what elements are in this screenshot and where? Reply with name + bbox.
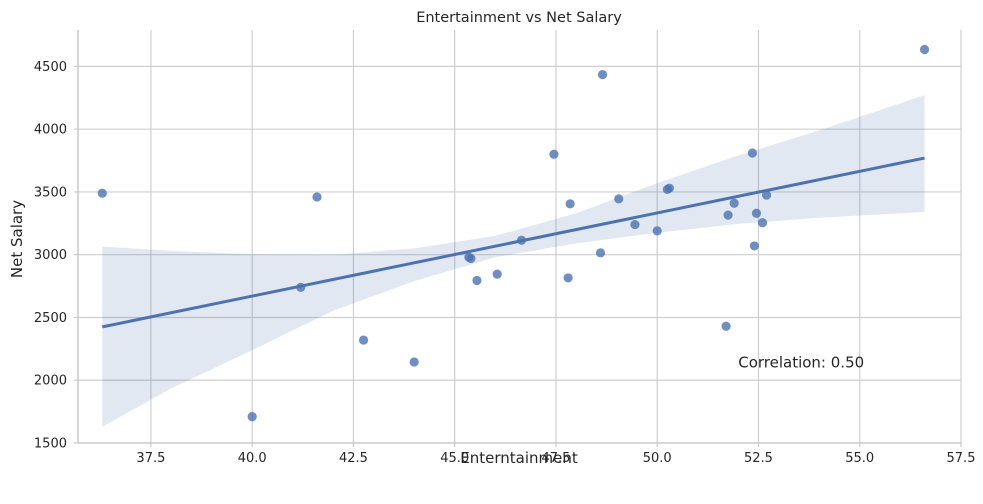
- y-tick-label: 1500: [34, 437, 67, 452]
- x-tick-label: 42.5: [339, 451, 368, 466]
- x-tick-label: 40.0: [238, 451, 267, 466]
- data-point: [597, 69, 608, 80]
- x-axis-title: Enterntainment: [460, 449, 578, 467]
- y-tick-label: 2000: [34, 374, 67, 389]
- data-point: [358, 335, 369, 345]
- data-point: [312, 192, 322, 202]
- data-point: [492, 269, 502, 279]
- data-point: [723, 210, 733, 220]
- data-point: [466, 253, 476, 264]
- data-point: [729, 198, 739, 208]
- axis-layer: 37.5 40.0 42.5 45.0 47.5 50.0 52.5 55.0 57.5 1500…: [34, 30, 976, 466]
- data-point: [749, 241, 760, 251]
- y-axis-title: Net Salary: [8, 200, 26, 278]
- data-point: [97, 188, 107, 198]
- data-point: [751, 208, 762, 218]
- correlation-annotation: Correlation: 0.50: [738, 354, 864, 372]
- data-point: [472, 275, 482, 286]
- x-tick-label: 57.5: [947, 451, 976, 466]
- point-layer: [97, 44, 930, 422]
- data-point: [614, 194, 624, 204]
- data-point: [919, 44, 930, 55]
- label-layer: Entertainment vs Net Salary Enterntainme…: [8, 10, 864, 467]
- data-point: [757, 218, 768, 228]
- regression-line-layer: [102, 156, 925, 329]
- regression-line: [102, 156, 925, 329]
- x-tick-label: 47.5: [541, 451, 570, 466]
- data-point: [630, 219, 640, 230]
- y-tick-label: 2500: [34, 311, 67, 326]
- y-tick-label: 3500: [34, 185, 67, 200]
- x-tick-label: 37.5: [136, 451, 165, 466]
- data-point: [747, 148, 758, 158]
- data-point: [247, 412, 257, 422]
- data-point: [565, 199, 575, 209]
- y-tick-label: 4500: [34, 60, 67, 75]
- data-point: [664, 183, 674, 193]
- y-tick-label: 3000: [34, 248, 67, 263]
- data-point: [549, 149, 559, 159]
- x-tick-label: 45.0: [440, 451, 469, 466]
- data-point: [595, 248, 606, 258]
- data-point: [761, 190, 772, 200]
- confidence-band: [102, 95, 925, 427]
- data-point: [652, 226, 662, 236]
- chart-title: Entertainment vs Net Salary: [416, 10, 622, 26]
- x-tick-label: 52.5: [744, 451, 773, 466]
- x-tick-label: 55.0: [845, 451, 874, 466]
- confidence-band-layer: [102, 95, 925, 427]
- data-point: [563, 273, 573, 283]
- data-point: [409, 357, 419, 367]
- y-tick-label: 4000: [34, 123, 67, 138]
- x-tick-label: 50.0: [643, 451, 672, 466]
- data-point: [721, 321, 731, 331]
